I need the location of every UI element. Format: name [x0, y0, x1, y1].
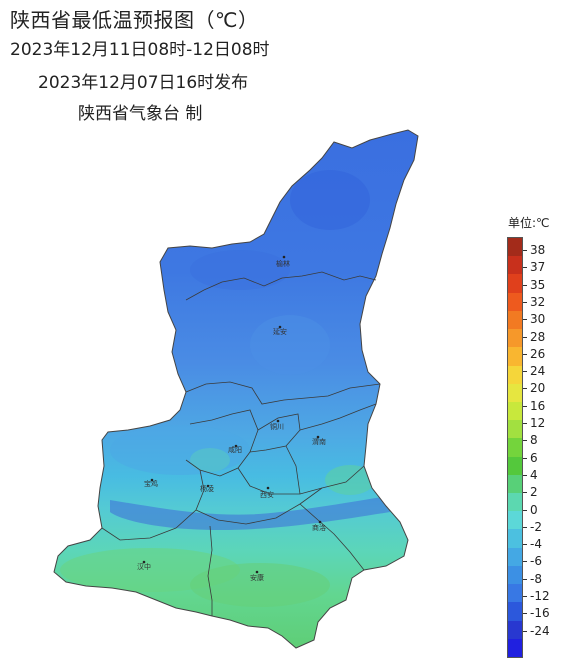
province-fill	[54, 130, 418, 648]
city-dot-weinan	[316, 435, 320, 439]
legend-color-segment	[508, 529, 522, 549]
legend-tick-label: -4	[523, 537, 542, 552]
legend-tick-label: -16	[523, 606, 550, 621]
legend-tick-label: 0	[523, 502, 538, 517]
city-label-yanan: 延安	[273, 327, 287, 336]
legend-tick-label: 4	[523, 467, 538, 482]
city-label-ankang: 安康	[250, 573, 264, 582]
legend-color-segment	[508, 547, 522, 567]
legend-color-segment	[508, 474, 522, 494]
legend-tick-label: -24	[523, 623, 550, 638]
city-markers: 榆林 延安 铜川 咸阳 渭南 宝鸡 杨凌 西安 商洛 汉中 安康	[137, 255, 326, 582]
city-dot-hanzhong	[142, 560, 146, 564]
title-issued: 2023年12月07日16时发布	[38, 73, 249, 93]
city-dot-yanan	[278, 325, 282, 329]
legend-color-segment	[508, 638, 522, 658]
legend-color-segment	[508, 620, 522, 640]
legend-color-segment	[508, 292, 522, 312]
title-period: 2023年12月11日08时-12日08时	[10, 40, 270, 60]
legend-title: 单位:℃	[508, 216, 550, 230]
legend-color-segment	[508, 420, 522, 439]
city-dot-baoji	[150, 478, 154, 482]
legend-tick-label: 2	[523, 485, 538, 500]
legend-tick-label: 37	[522, 260, 546, 275]
title-issuer: 陕西省气象台 制	[78, 104, 203, 124]
city-dot-yulin	[282, 255, 286, 259]
legend-tick-label: 32	[522, 294, 546, 309]
legend-color-segment	[508, 584, 522, 603]
legend-color-segment	[508, 347, 522, 366]
city-label-yangling: 杨凌	[200, 484, 214, 493]
city-label-tongchuan: 铜川	[270, 422, 284, 431]
legend-color-segment	[508, 401, 522, 421]
city-dot-xianyang	[234, 444, 238, 448]
city-label-yulin: 榆林	[276, 259, 290, 268]
legend-color-segment	[508, 310, 522, 330]
legend-tick-label: 16	[522, 398, 546, 413]
city-label-baoji: 宝鸡	[144, 479, 158, 488]
city-dot-yangling	[206, 484, 210, 488]
legend-color-segment	[508, 493, 522, 512]
city-label-hanzhong: 汉中	[137, 562, 151, 571]
legend-color-segment	[508, 274, 522, 294]
legend-colorbar	[507, 237, 523, 658]
city-label-xian: 西安	[260, 490, 274, 499]
legend-color-segment	[508, 238, 522, 257]
legend-tick-label: -6	[523, 554, 542, 569]
city-label-xianyang: 咸阳	[228, 445, 242, 454]
legend-color-segment	[508, 438, 522, 458]
legend-tick-label: -12	[523, 589, 550, 603]
legend-color-segment	[508, 383, 522, 403]
city-dot-xian	[266, 486, 270, 490]
legend-color-segment	[508, 256, 522, 275]
legend-tick-label: 26	[522, 346, 546, 361]
legend-color-segment	[508, 565, 522, 585]
legend-tick-label: -8	[523, 571, 542, 586]
legend-tick-label: 12	[522, 416, 546, 430]
legend-tick-label: 20	[522, 381, 546, 396]
legend-color-segment	[508, 456, 522, 476]
legend-tick-label: 30	[522, 312, 546, 327]
legend-color-segment	[508, 329, 522, 348]
city-dot-ankang	[255, 570, 259, 574]
title-main: 陕西省最低温预报图（℃）	[10, 8, 259, 32]
legend-tick-label: 35	[522, 277, 546, 292]
legend-tick-label: 24	[522, 364, 546, 379]
city-label-weinan: 渭南	[312, 437, 326, 446]
city-label-shangluo: 商洛	[312, 523, 326, 532]
legend-tick-label: 38	[522, 243, 546, 257]
legend-tick-label: 28	[522, 329, 546, 344]
legend-tick-label: 8	[523, 433, 538, 448]
province-border	[53, 129, 419, 649]
city-dot-shangluo	[318, 520, 322, 524]
legend-color-segment	[508, 365, 522, 385]
city-dot-tongchuan	[276, 419, 280, 423]
legend-color-segment	[508, 511, 522, 530]
legend-color-segment	[508, 602, 522, 622]
legend-tick-label: -2	[523, 519, 542, 534]
city-boundaries	[101, 271, 381, 616]
legend-tick-label: 6	[523, 450, 538, 465]
